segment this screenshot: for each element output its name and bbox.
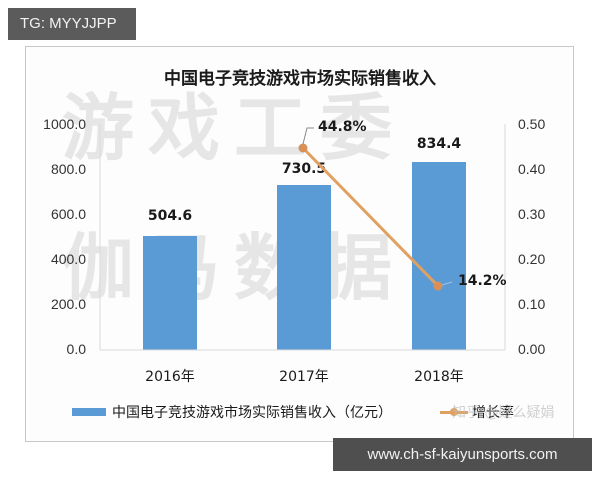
legend-swatch-line [440,407,468,416]
y-tick-left: 600.0 [50,206,86,222]
url-tag: www.ch-sf-kaiyunsports.com [333,438,592,471]
y-tick-left: 400.0 [50,251,86,267]
bar-2016 [143,236,197,350]
y-tick-right: 0.30 [518,206,546,222]
watermark-row1: 游戏工委 [62,86,407,170]
bar-value-label: 834.4 [416,136,462,152]
watermark-row2: 伽马数据 [62,226,407,310]
y-tick-left: 800.0 [50,161,86,177]
y-tick-left: 200.0 [50,296,86,312]
legend-item-growth: 增长率 [440,402,514,422]
y-tick-right: 0.20 [518,251,546,267]
legend-swatch-bar [72,408,106,416]
legend-label-growth: 增长率 [472,405,514,421]
bar-value-label: 504.6 [147,208,193,224]
bar-value-label: 730.5 [281,161,327,177]
y-tick-left: 0.0 [66,341,86,357]
x-label-2016: 2016年 [145,369,195,385]
x-label-2017: 2017年 [279,369,329,385]
y-tick-left: 1000.0 [43,116,86,132]
y-tick-right: 0.00 [518,341,546,357]
tg-tag: TG: MYYJJPP [8,8,136,40]
bar-2017 [277,185,331,350]
y-tick-right: 0.10 [518,296,546,312]
growth-label-2018: 14.2% [458,273,507,289]
chart-title: 中国电子竞技游戏市场实际销售收入 [164,69,436,89]
legend-label-revenue: 中国电子竞技游戏市场实际销售收入（亿元） [112,405,392,421]
y-tick-right: 0.40 [518,161,546,177]
bar-2018 [412,162,466,350]
x-label-2018: 2018年 [414,369,464,385]
legend-item-revenue: 中国电子竞技游戏市场实际销售收入（亿元） [72,402,392,422]
zhihu-watermark: 知乎 @疑么疑娟 [452,405,555,421]
growth-label-2017: 44.8% [318,119,367,135]
y-tick-right: 0.50 [518,116,546,132]
